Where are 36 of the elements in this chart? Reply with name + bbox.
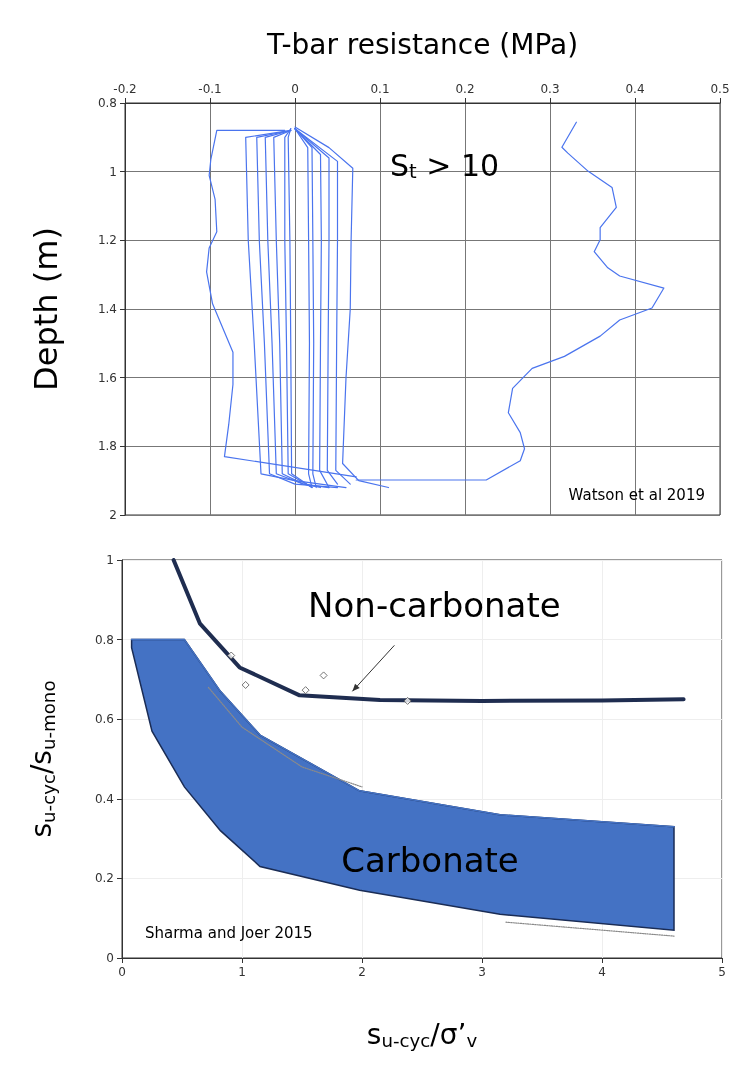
y-axis-title: Depth (m) (27, 227, 66, 391)
annotation: Watson et al 2019 (568, 486, 705, 504)
y-tick-label: 0.8 (94, 632, 114, 647)
y-tick-label: 0.4 (94, 791, 114, 806)
y-tick-label: 2 (109, 508, 117, 522)
y-axis-title: su-cyc/su-mono (25, 680, 59, 838)
y-tick-label: 1.4 (97, 302, 117, 316)
x-axis-title: T-bar resistance (MPa) (265, 28, 579, 62)
annotation: Sharma and Joer 2015 (145, 924, 313, 942)
x-tick-label: 0.4 (625, 82, 645, 96)
x-tick-label: -0.1 (198, 82, 222, 96)
x-tick-label: 4 (598, 965, 606, 979)
x-tick-label: 0 (118, 965, 126, 979)
x-tick-label: 1 (238, 965, 246, 979)
x-tick-label: 5 (718, 965, 726, 979)
y-tick-label: 1 (106, 553, 114, 567)
x-tick-label: 3 (478, 965, 486, 979)
y-tick-label: 1 (109, 164, 117, 179)
x-tick-label: 2 (358, 965, 366, 979)
x-tick-label: 0.1 (370, 82, 390, 96)
y-tick-label: 0.8 (97, 96, 117, 110)
annotation: Non-carbonate (308, 585, 561, 626)
y-tick-label: 1.2 (97, 233, 117, 248)
y-tick-label: 0.2 (94, 871, 114, 886)
x-tick-label: 0.5 (710, 82, 730, 96)
x-tick-label: 0.2 (455, 82, 475, 96)
x-tick-label: 0.3 (540, 82, 560, 96)
x-tick-label: 0 (291, 82, 299, 96)
x-tick-label: -0.2 (113, 82, 137, 96)
annotation: St > 10 (390, 147, 500, 184)
y-tick-label: 0.6 (94, 712, 114, 727)
y-tick-label: 1.8 (97, 439, 117, 454)
y-tick-label: 0 (106, 951, 114, 965)
y-tick-label: 1.6 (97, 370, 117, 385)
annotation: Carbonate (341, 840, 519, 880)
x-axis-title: su-cyc/σ’v (366, 1017, 478, 1051)
